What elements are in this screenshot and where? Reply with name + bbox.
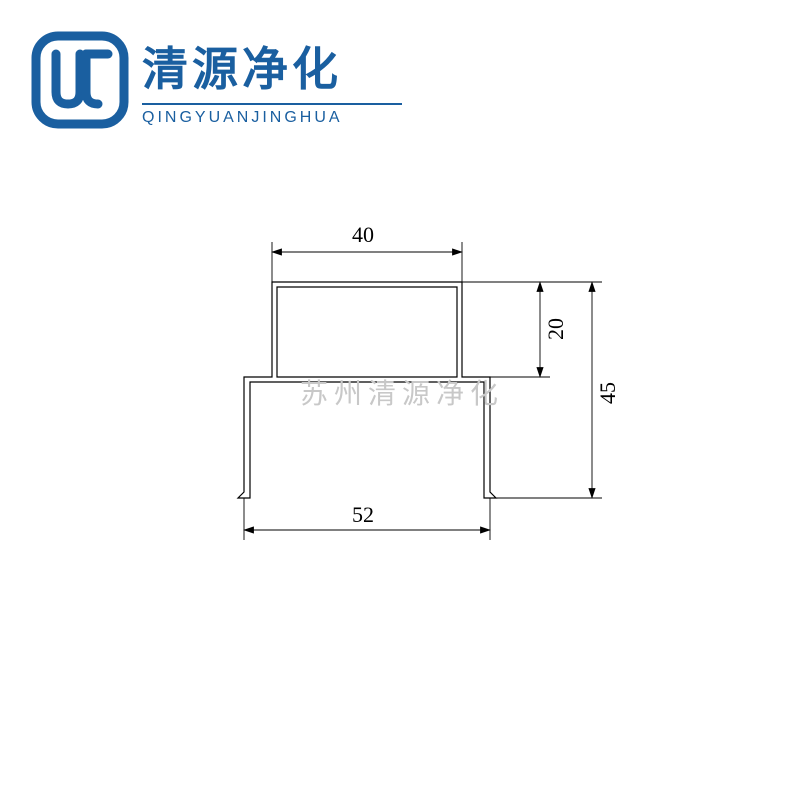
watermark-text: 苏州清源净化 — [300, 372, 504, 412]
logo-subtitle: QINGYUANJINGHUA — [142, 109, 402, 127]
logo-title: 清源净化 — [142, 33, 402, 99]
dim-upper-height: 20 — [543, 318, 569, 340]
logo-divider — [142, 103, 402, 105]
dim-full-height: 45 — [595, 382, 621, 404]
dim-bottom-width: 52 — [352, 502, 374, 528]
dim-top-width: 40 — [352, 222, 374, 248]
logo-text-block: 清源净化 QINGYUANJINGHUA — [142, 33, 402, 127]
technical-drawing: 40 52 20 45 苏州清源净化 — [140, 200, 660, 580]
company-logo: 清源净化 QINGYUANJINGHUA — [30, 30, 402, 130]
logo-icon — [30, 30, 130, 130]
